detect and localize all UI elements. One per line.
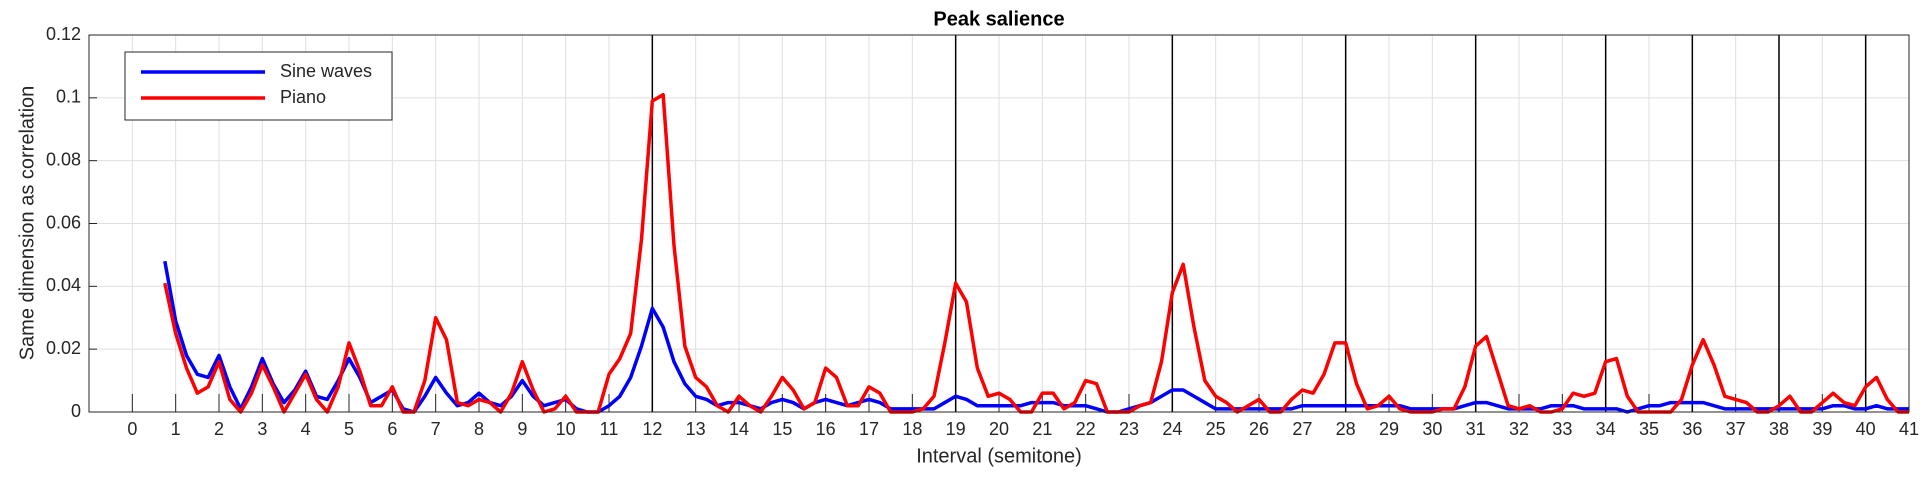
y-tick-label: 0.08 bbox=[46, 149, 81, 169]
x-tick-label: 18 bbox=[902, 419, 922, 439]
x-tick-label: 13 bbox=[686, 419, 706, 439]
y-tick-label: 0.04 bbox=[46, 275, 81, 295]
y-tick-label: 0 bbox=[71, 401, 81, 421]
x-axis-label: Interval (semitone) bbox=[916, 445, 1082, 467]
legend-label: Piano bbox=[280, 87, 326, 107]
x-tick-label: 27 bbox=[1292, 419, 1312, 439]
x-tick-label: 25 bbox=[1206, 419, 1226, 439]
x-tick-label: 23 bbox=[1119, 419, 1139, 439]
x-tick-label: 28 bbox=[1336, 419, 1356, 439]
x-tick-label: 0 bbox=[127, 419, 137, 439]
x-tick-label: 24 bbox=[1162, 419, 1182, 439]
x-tick-label: 2 bbox=[214, 419, 224, 439]
x-tick-label: 19 bbox=[946, 419, 966, 439]
x-tick-label: 21 bbox=[1032, 419, 1052, 439]
x-tick-label: 12 bbox=[642, 419, 662, 439]
x-tick-label: 29 bbox=[1379, 419, 1399, 439]
x-tick-label: 20 bbox=[989, 419, 1009, 439]
x-tick-label: 32 bbox=[1509, 419, 1529, 439]
x-tick-label: 30 bbox=[1422, 419, 1442, 439]
x-tick-label: 5 bbox=[344, 419, 354, 439]
x-tick-label: 16 bbox=[816, 419, 836, 439]
x-tick-label: 36 bbox=[1682, 419, 1702, 439]
x-tick-label: 17 bbox=[859, 419, 879, 439]
x-tick-label: 7 bbox=[431, 419, 441, 439]
x-tick-label: 37 bbox=[1726, 419, 1746, 439]
x-tick-label: 41 bbox=[1899, 419, 1919, 439]
x-tick-label: 14 bbox=[729, 419, 749, 439]
x-tick-label: 1 bbox=[171, 419, 181, 439]
x-tick-label: 22 bbox=[1076, 419, 1096, 439]
x-tick-label: 34 bbox=[1596, 419, 1616, 439]
legend-box bbox=[124, 51, 393, 121]
x-tick-label: 6 bbox=[387, 419, 397, 439]
x-tick-label: 35 bbox=[1639, 419, 1659, 439]
y-axis-label: Same dimension as correlation bbox=[16, 86, 38, 361]
x-tick-label: 39 bbox=[1812, 419, 1832, 439]
legend-label: Sine waves bbox=[280, 61, 372, 81]
x-tick-label: 4 bbox=[301, 419, 311, 439]
x-tick-label: 31 bbox=[1466, 419, 1486, 439]
x-tick-label: 3 bbox=[257, 419, 267, 439]
y-tick-label: 0.02 bbox=[46, 338, 81, 358]
x-tick-label: 8 bbox=[474, 419, 484, 439]
y-tick-label: 0.1 bbox=[56, 87, 81, 107]
x-tick-label: 40 bbox=[1856, 419, 1876, 439]
y-tick-label: 0.12 bbox=[46, 24, 81, 44]
x-tick-label: 11 bbox=[600, 419, 619, 439]
x-tick-label: 26 bbox=[1249, 419, 1269, 439]
x-tick-label: 10 bbox=[556, 419, 576, 439]
data-line bbox=[163, 92, 1909, 414]
x-tick-label: 9 bbox=[517, 419, 527, 439]
axes-box bbox=[88, 34, 1910, 413]
chart-title: Peak salience bbox=[933, 8, 1064, 30]
y-tick-label: 0.06 bbox=[46, 212, 81, 232]
x-tick-label: 38 bbox=[1769, 419, 1789, 439]
x-tick-label: 33 bbox=[1552, 419, 1572, 439]
x-tick-label: 15 bbox=[772, 419, 792, 439]
